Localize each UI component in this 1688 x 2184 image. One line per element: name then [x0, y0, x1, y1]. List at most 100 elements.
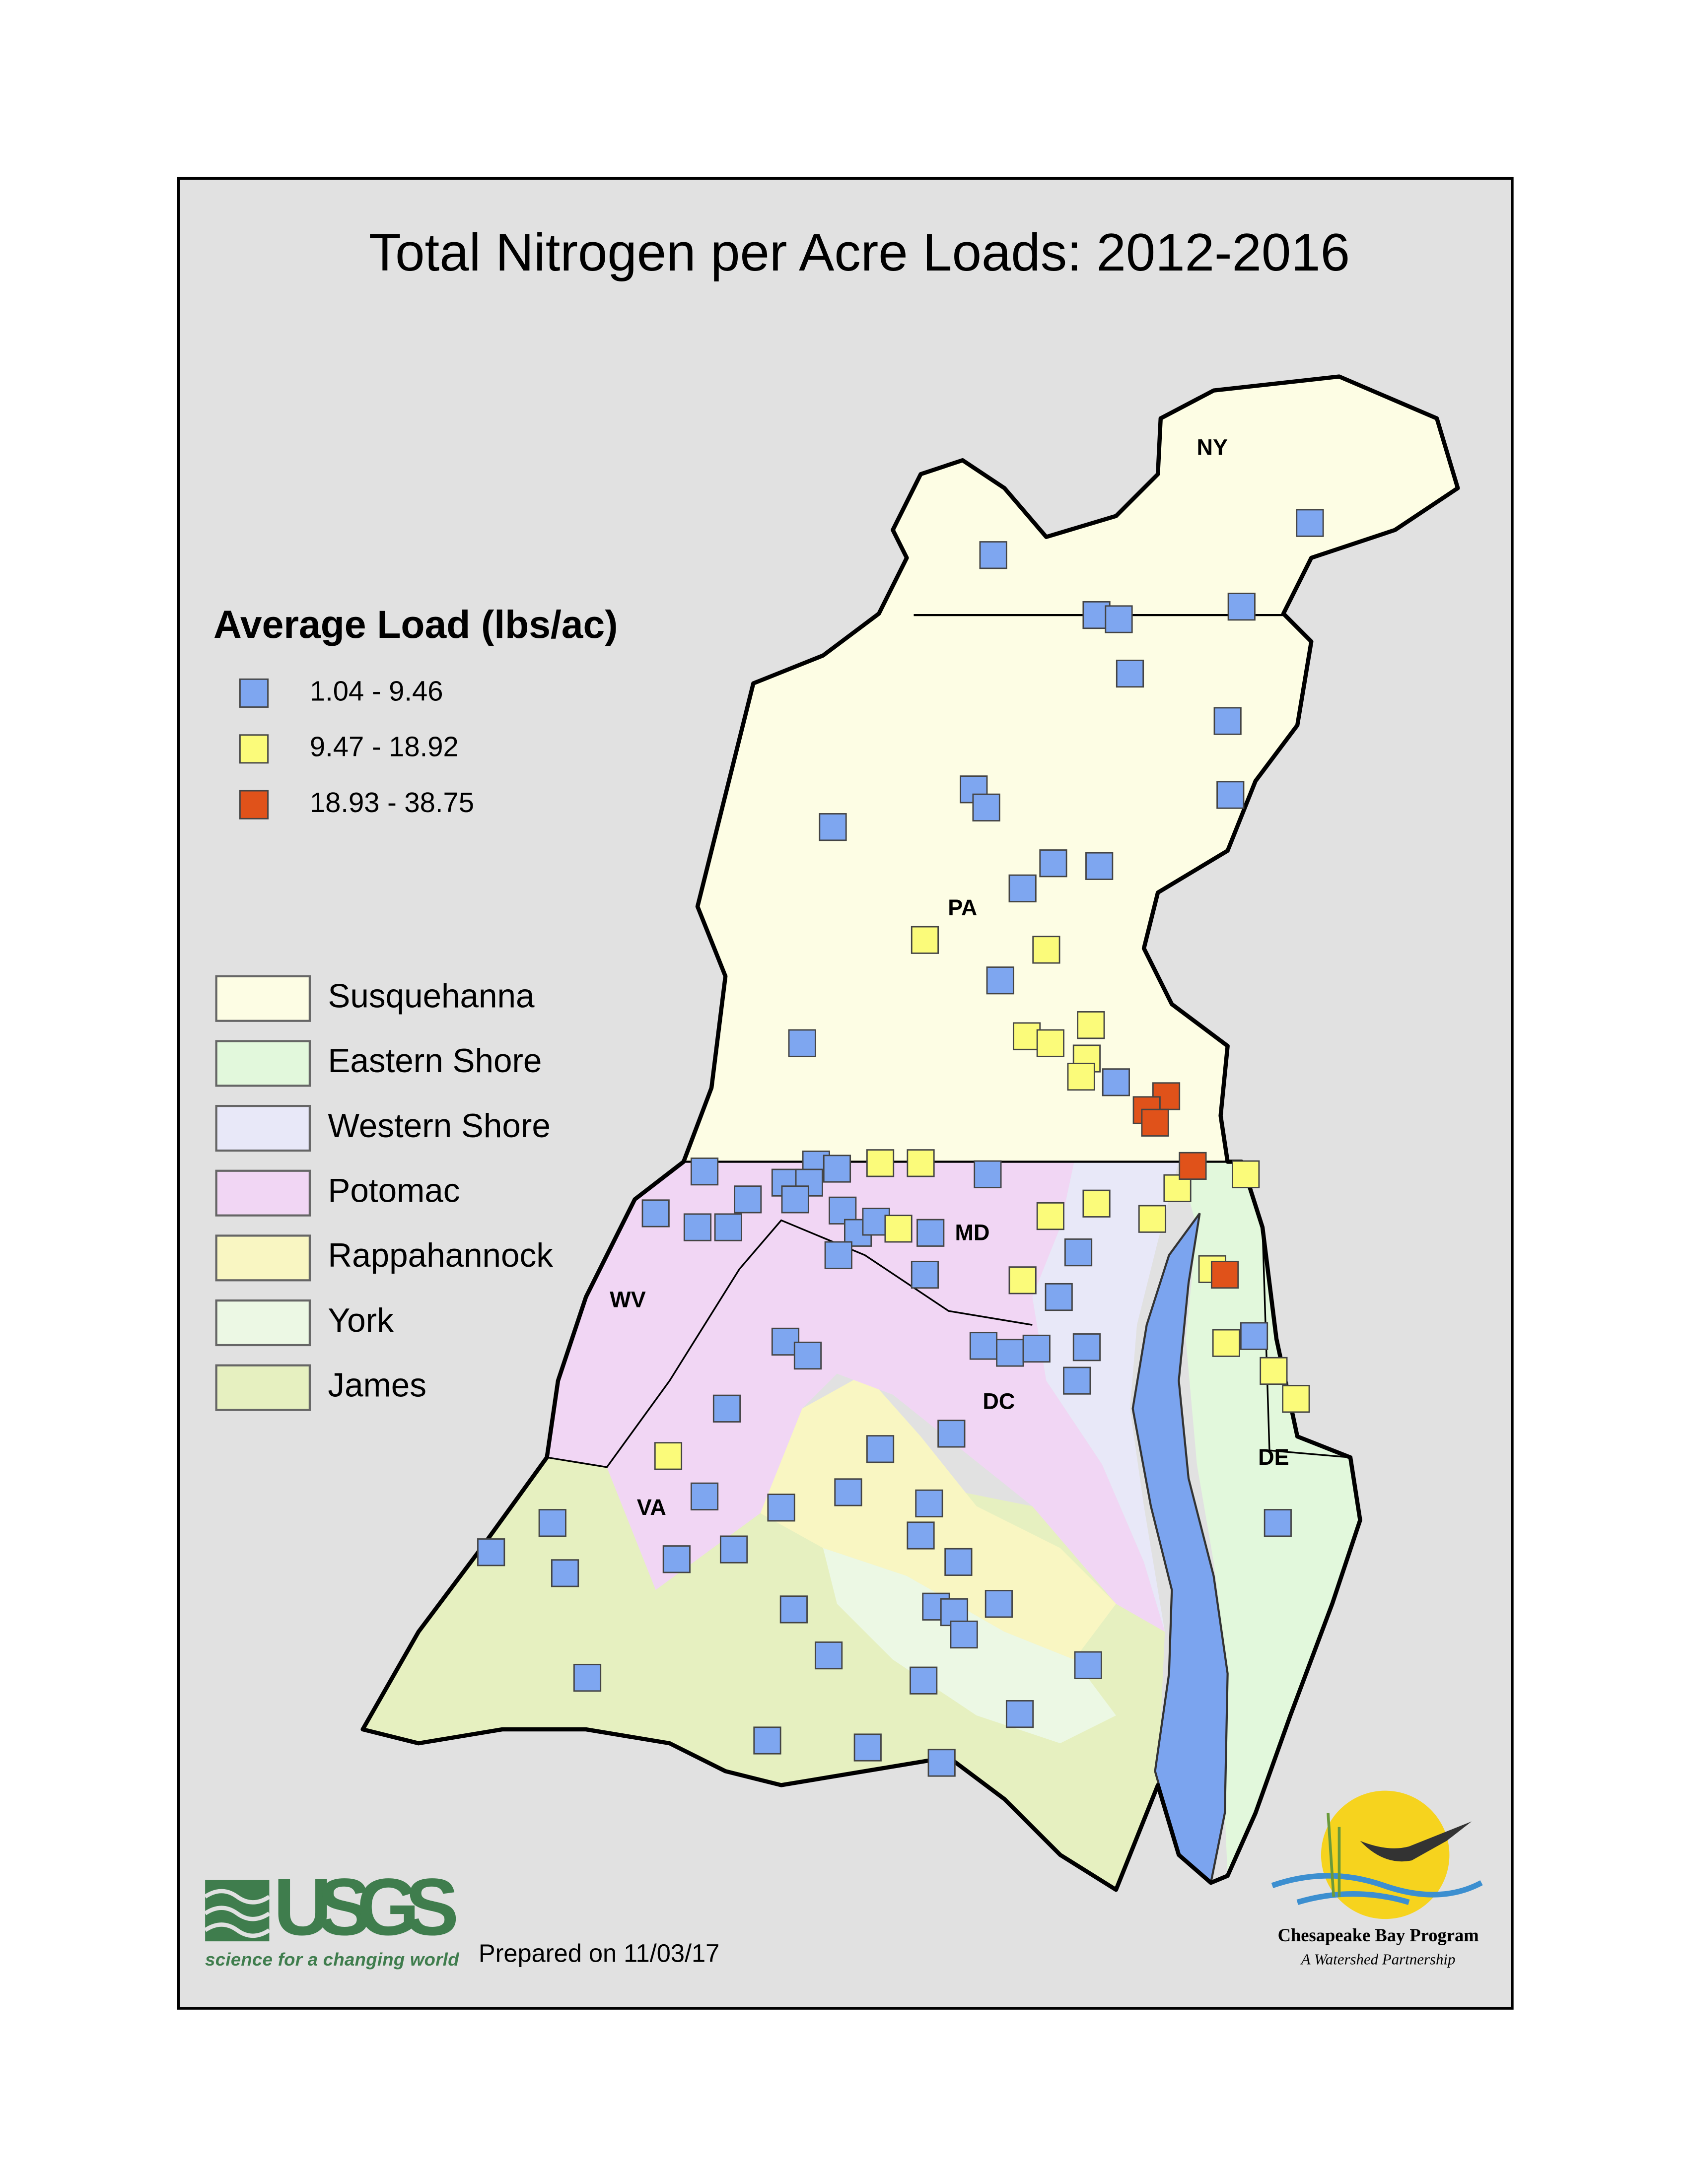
site-marker	[1012, 1022, 1041, 1050]
site-marker	[1296, 509, 1324, 537]
site-marker	[1138, 1205, 1167, 1233]
site-marker	[1063, 1366, 1091, 1395]
site-marker	[712, 1394, 741, 1423]
site-marker	[986, 966, 1014, 995]
site-marker	[1212, 1329, 1240, 1357]
site-marker	[853, 1733, 882, 1762]
state-label: VA	[637, 1495, 666, 1520]
site-marker	[907, 1149, 935, 1177]
basin-legend: Susquehanna Eastern Shore Western Shore Pot…	[215, 975, 553, 1411]
legend-swatch	[239, 790, 269, 819]
site-marker	[1105, 605, 1133, 633]
state-label: DE	[1258, 1444, 1289, 1470]
site-marker	[1216, 781, 1245, 809]
site-marker	[1264, 1509, 1292, 1537]
state-border	[547, 1219, 1033, 1468]
site-marker	[1232, 1160, 1260, 1188]
usgs-logo: USGS science for a changing world	[204, 1861, 459, 1970]
cbp-water	[1271, 1873, 1483, 1905]
state-label: NY	[1197, 435, 1228, 460]
state-label: PA	[948, 895, 977, 920]
basin-label: James	[328, 1366, 426, 1404]
site-marker	[654, 1442, 683, 1470]
watershed-outline	[360, 374, 1460, 1892]
site-marker	[1064, 1238, 1093, 1267]
site-marker	[1022, 1334, 1051, 1363]
state-border	[1262, 1227, 1351, 1458]
state-labels: NY PA MD WV DC DE VA	[610, 435, 1289, 1520]
cbp-reeds	[1327, 1813, 1341, 1897]
basin-label: Susquehanna	[328, 978, 535, 1015]
basin-label: Potomac	[328, 1172, 460, 1210]
usgs-tagline: science for a changing world	[205, 1949, 459, 1970]
site-marker	[683, 1213, 712, 1241]
site-marker	[1227, 593, 1256, 621]
cbp-tagline: A Watershed Partnership	[1300, 1951, 1456, 1968]
legend-swatch	[239, 678, 269, 708]
site-marker	[985, 1590, 1013, 1618]
site-marker	[690, 1482, 719, 1510]
site-marker	[781, 1185, 809, 1214]
usgs-name: USGS	[274, 1861, 459, 1952]
site-marker	[1008, 1266, 1037, 1295]
site-marker	[1045, 1283, 1073, 1311]
site-marker	[767, 1494, 795, 1522]
site-marker	[1032, 936, 1060, 964]
basin-swatch	[215, 1104, 311, 1152]
site-marker	[573, 1663, 602, 1692]
basin-label: Western Shore	[328, 1107, 550, 1145]
site-marker	[907, 1521, 935, 1550]
load-legend-title: Average Load (lbs/ac)	[213, 603, 618, 646]
site-marker	[819, 813, 847, 841]
site-marker	[1074, 1651, 1102, 1679]
map-title: Total Nitrogen per Acre Loads: 2012-2016	[369, 222, 1350, 282]
susquehanna-basin	[683, 376, 1458, 1162]
site-marker	[823, 1155, 851, 1183]
site-marker	[477, 1538, 505, 1567]
site-marker	[1116, 659, 1144, 688]
state-label: DC	[983, 1388, 1015, 1414]
site-marker	[910, 1666, 938, 1695]
cbp-name: Chesapeake Bay Program	[1278, 1925, 1479, 1945]
site-marker	[1036, 1202, 1064, 1230]
site-marker	[916, 1219, 945, 1247]
state-label: MD	[955, 1220, 990, 1245]
western-shore-basin	[1032, 1161, 1179, 1632]
site-marker	[1085, 852, 1114, 880]
site-marker	[996, 1339, 1024, 1367]
site-marker	[1082, 1189, 1111, 1218]
site-marker	[690, 1158, 719, 1186]
basin-label: Eastern Shore	[328, 1042, 542, 1080]
site-marker	[1282, 1385, 1310, 1413]
site-marker	[641, 1199, 670, 1228]
basin-label: York	[328, 1302, 394, 1339]
site-marker	[1179, 1152, 1207, 1180]
usgs-waves	[204, 1889, 271, 1938]
site-marker	[538, 1509, 566, 1537]
site-marker	[979, 541, 1007, 569]
site-marker	[1102, 1068, 1130, 1096]
site-marker	[915, 1489, 943, 1517]
state-label: WV	[610, 1287, 645, 1312]
site-marker	[753, 1726, 781, 1755]
site-marker	[1008, 874, 1037, 902]
legend-swatch	[239, 734, 269, 764]
site-marker	[911, 1260, 939, 1289]
site-marker	[719, 1535, 748, 1564]
prepared-date: Prepared on 11/03/17	[479, 1939, 719, 1968]
site-marker	[551, 1559, 579, 1587]
site-marker	[1210, 1260, 1239, 1289]
site-marker	[884, 1215, 913, 1243]
legend-label: 18.93 - 38.75	[310, 787, 474, 818]
site-marker	[824, 1241, 852, 1269]
site-marker	[927, 1749, 956, 1777]
site-marker	[1213, 707, 1242, 735]
site-marker	[1077, 1011, 1105, 1039]
basin-swatch	[215, 1299, 311, 1347]
load-legend: 1.04 - 9.46 9.47 - 18.92 18.93 - 38.75	[239, 675, 474, 819]
site-marker	[974, 1160, 1002, 1188]
basin-swatch	[215, 1234, 311, 1282]
site-marker	[788, 1029, 816, 1057]
legend-label: 9.47 - 18.92	[310, 731, 459, 762]
